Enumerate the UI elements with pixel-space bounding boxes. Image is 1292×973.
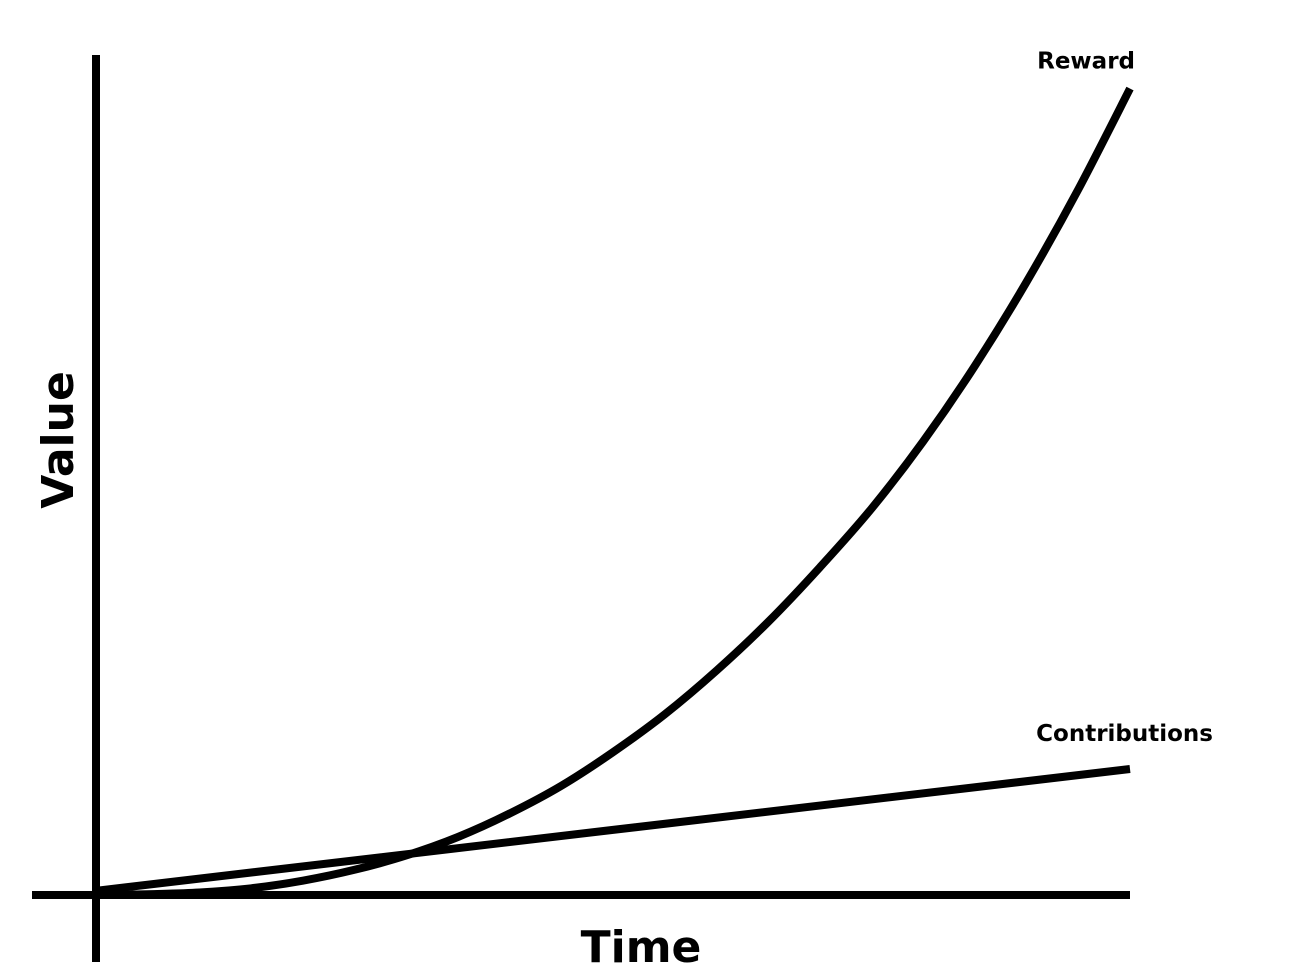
series-line-contributions <box>95 765 1131 895</box>
x-axis-label: Time <box>581 922 702 973</box>
series-group <box>95 86 1134 899</box>
series-label-group: Reward Contributions <box>1036 49 1213 747</box>
series-line-reward <box>95 86 1134 899</box>
series-label-reward: Reward <box>1037 49 1135 75</box>
series-label-contributions: Contributions <box>1036 721 1213 747</box>
y-axis-label: Value <box>33 371 84 509</box>
